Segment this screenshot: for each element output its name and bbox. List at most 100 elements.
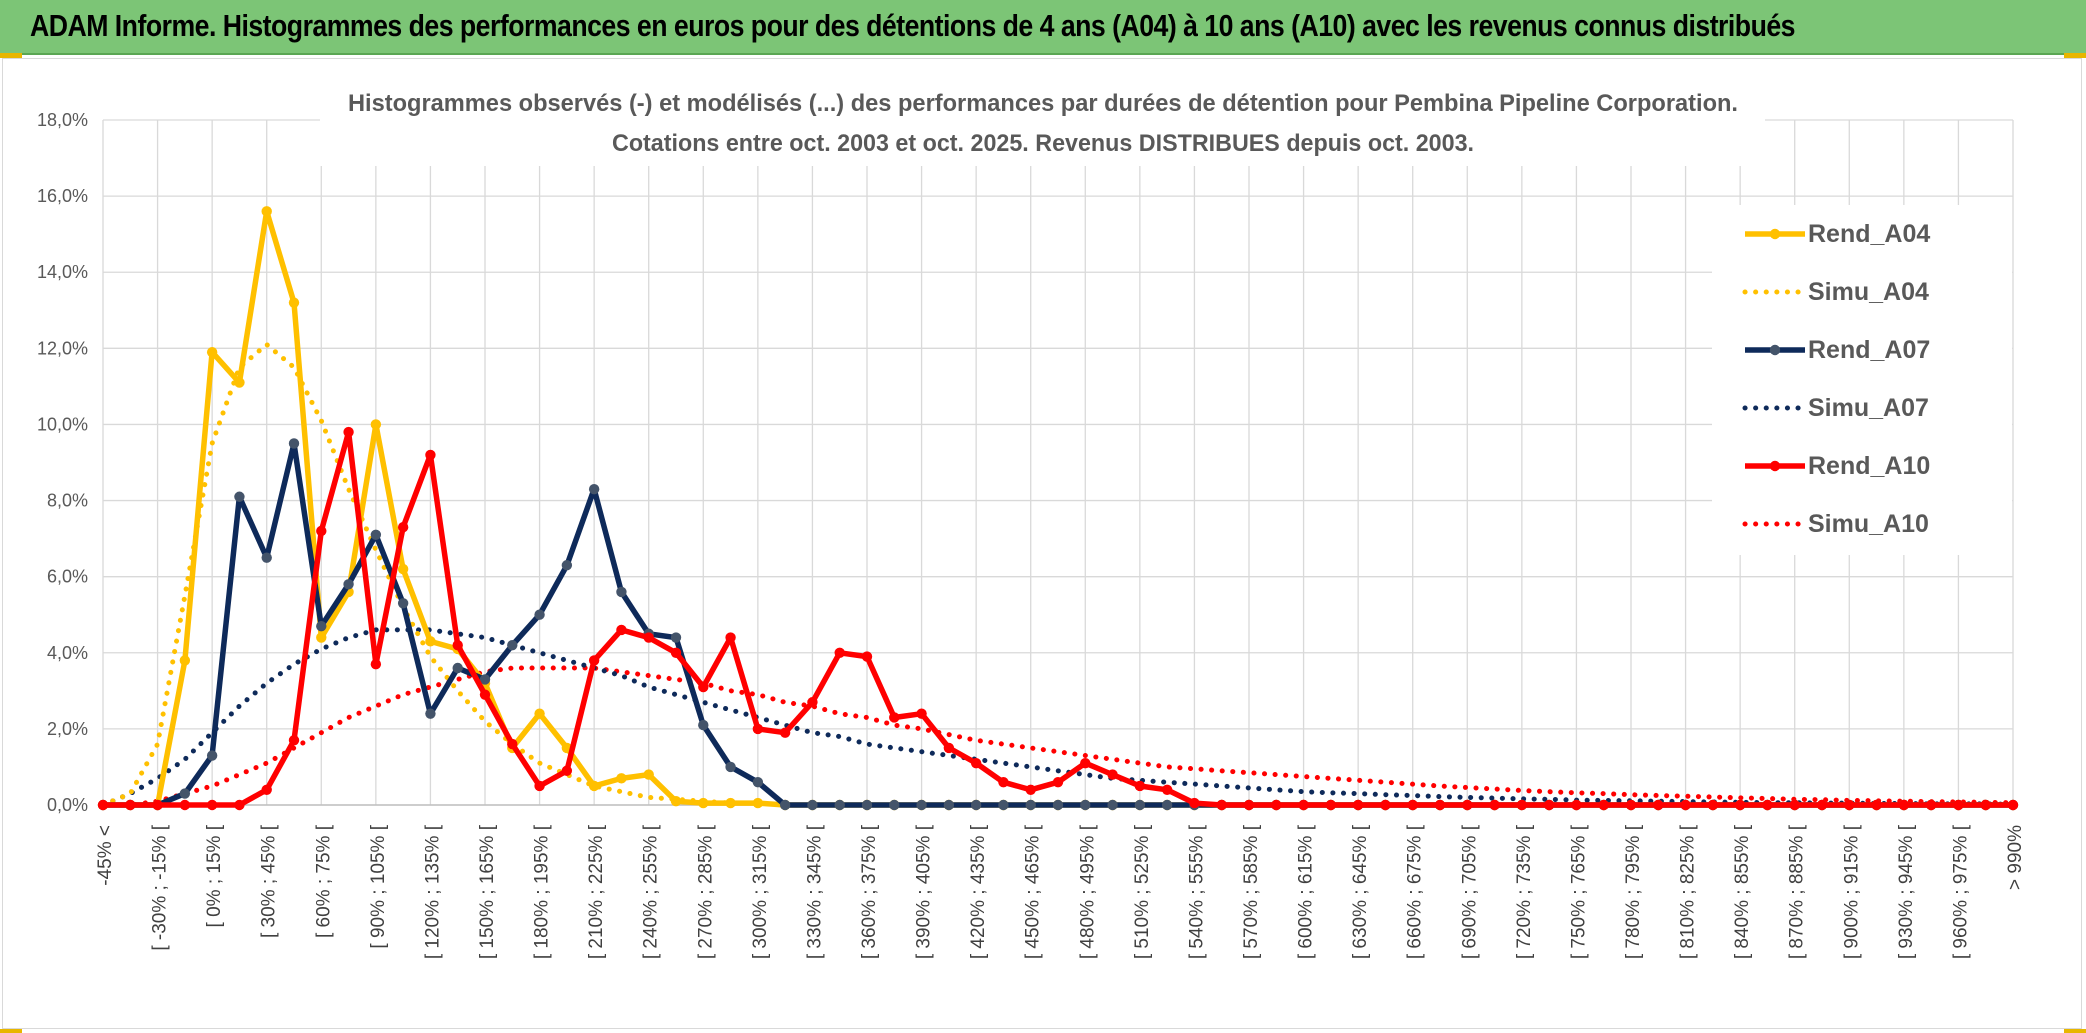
data-point-rend-a10 — [534, 780, 545, 792]
data-point-rend-a10 — [1325, 799, 1337, 811]
data-point-rend-a07 — [452, 662, 463, 674]
data-point-rend-a10 — [1516, 799, 1528, 811]
legend-background — [1712, 205, 2012, 555]
data-point-rend-a10 — [834, 647, 845, 658]
x-tick-label: [ 930% ; 945% [ — [1896, 824, 1917, 959]
data-point-rend-a10 — [670, 647, 682, 658]
x-tick-label: -45% < — [95, 825, 116, 886]
legend-item-rend-a10: Rend_A10 — [1745, 452, 1930, 480]
data-point-rend-a10 — [1025, 784, 1036, 795]
data-point-rend-a10 — [1953, 799, 1964, 811]
data-point-rend-a10 — [1216, 799, 1227, 811]
data-point-rend-a04 — [725, 797, 736, 809]
x-tick-label: [ 810% ; 825% [ — [1678, 824, 1699, 959]
data-point-rend-a04 — [588, 780, 600, 792]
data-point-rend-a10 — [316, 525, 327, 537]
x-tick-label: [ 840% ; 855% [ — [1732, 824, 1753, 959]
data-point-rend-a10 — [943, 742, 955, 754]
chart-frame — [2, 58, 2082, 1029]
data-point-rend-a04 — [643, 769, 654, 780]
data-point-rend-a10 — [261, 784, 272, 795]
data-point-rend-a07 — [507, 639, 518, 651]
data-point-rend-a10 — [288, 735, 300, 746]
x-tick-label: [ 420% ; 435% [ — [968, 824, 989, 959]
x-tick-label: [ 0% ; 15% [ — [204, 824, 225, 927]
data-point-rend-a10 — [1980, 799, 1991, 811]
x-tick-label: [ 570% ; 585% [ — [1241, 824, 1262, 959]
data-point-rend-a10 — [507, 738, 518, 750]
data-point-rend-a04 — [206, 346, 218, 358]
data-point-rend-a07 — [943, 799, 955, 811]
y-tick-label: 16,0% — [37, 186, 88, 206]
legend-marker-rend-a10 — [1769, 460, 1781, 472]
chart-title-line-1: Histogrammes observés (-) et modélisés (… — [348, 90, 1738, 117]
data-point-rend-a10 — [1352, 799, 1364, 811]
x-tick-label: [ 870% ; 885% [ — [1787, 824, 1808, 959]
x-tick-label: [ 690% ; 705% [ — [1459, 824, 1480, 959]
legend-label-rend-a04: Rend_A04 — [1808, 220, 1930, 248]
data-point-rend-a10 — [1653, 799, 1664, 811]
page-title: ADAM Informe. Histogrammes des performan… — [30, 8, 1795, 43]
data-point-rend-a10 — [152, 799, 163, 811]
x-axis-ticks: -45% < [ -30% ; -15% [[ 0% ; 15% [[ 30% ;… — [95, 824, 2026, 959]
corner-accent-bottom-left — [0, 1029, 22, 1033]
x-tick-label: [ 390% ; 405% [ — [914, 824, 935, 959]
legend-label-simu-a07: Simu_A07 — [1808, 394, 1929, 422]
data-point-rend-a10 — [1189, 797, 1200, 809]
x-tick-label: [ 180% ; 195% [ — [532, 824, 553, 959]
data-point-rend-a10 — [588, 655, 600, 666]
data-point-rend-a07 — [370, 529, 382, 541]
data-point-rend-a10 — [970, 757, 982, 769]
data-point-rend-a07 — [179, 788, 191, 799]
x-tick-label: [ 660% ; 675% [ — [1405, 824, 1426, 959]
data-point-rend-a07 — [1161, 799, 1173, 811]
data-point-rend-a10 — [1434, 799, 1446, 811]
data-point-rend-a04 — [397, 563, 409, 575]
data-point-rend-a10 — [998, 776, 1009, 788]
data-point-rend-a10 — [179, 799, 191, 811]
x-tick-label: [ 720% ; 735% [ — [1514, 824, 1535, 959]
data-point-rend-a10 — [889, 712, 900, 723]
data-point-rend-a10 — [752, 723, 764, 735]
corner-accent-bottom-right — [2064, 1029, 2086, 1033]
x-tick-label: [ 90% ; 105% [ — [368, 824, 389, 948]
data-point-rend-a07 — [616, 586, 627, 598]
data-point-rend-a07 — [834, 799, 845, 811]
data-point-rend-a07 — [1025, 799, 1036, 811]
data-point-rend-a04 — [752, 797, 764, 809]
data-point-rend-a07 — [1134, 799, 1146, 811]
data-point-rend-a10 — [1871, 799, 1882, 811]
data-point-rend-a07 — [779, 799, 791, 811]
y-tick-label: 14,0% — [37, 262, 88, 282]
data-point-rend-a07 — [288, 438, 300, 449]
data-point-rend-a10 — [343, 426, 354, 438]
data-point-rend-a10 — [861, 651, 873, 662]
x-tick-label: [ 240% ; 255% [ — [641, 824, 662, 959]
x-tick-label: [ 330% ; 345% [ — [804, 824, 825, 959]
x-tick-label: [ 480% ; 495% [ — [1077, 824, 1098, 959]
x-tick-label: [ 960% ; 975% [ — [1950, 824, 1971, 959]
x-tick-label: [ 300% ; 315% [ — [750, 824, 771, 959]
legend-item-rend-a07: Rend_A07 — [1745, 336, 1930, 364]
x-tick-label: [ 750% ; 765% [ — [1568, 824, 1589, 959]
x-tick-label: [ 600% ; 615% [ — [1296, 824, 1317, 959]
data-point-rend-a07 — [698, 719, 709, 731]
data-point-rend-a10 — [1598, 799, 1609, 811]
data-point-rend-a10 — [1462, 799, 1473, 811]
data-point-rend-a10 — [616, 624, 627, 636]
data-point-rend-a10 — [125, 799, 136, 811]
data-point-rend-a10 — [1271, 799, 1282, 811]
data-point-rend-a10 — [479, 689, 491, 700]
x-tick-label: [ 30% ; 45% [ — [259, 824, 280, 938]
data-point-rend-a10 — [1489, 799, 1500, 811]
data-point-rend-a10 — [1407, 799, 1418, 811]
series-simu-a07 — [100, 627, 2016, 808]
data-point-rend-a07 — [1080, 799, 1091, 811]
chart-title-line-2: Cotations entre oct. 2003 et oct. 2025. … — [612, 130, 1474, 157]
data-point-rend-a07 — [861, 799, 873, 811]
data-point-rend-a10 — [779, 727, 791, 738]
data-point-rend-a10 — [1844, 799, 1855, 811]
legend-marker-rend-a07 — [1769, 344, 1781, 356]
y-tick-label: 8,0% — [47, 491, 88, 511]
